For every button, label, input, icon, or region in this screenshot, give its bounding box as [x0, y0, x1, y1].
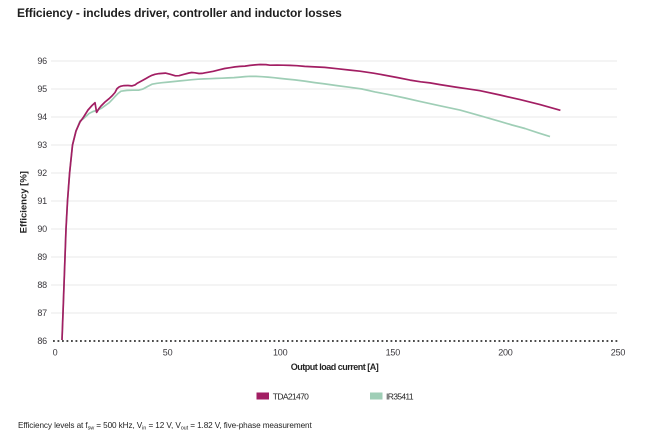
svg-text:94: 94	[37, 112, 47, 122]
svg-text:86: 86	[37, 336, 47, 346]
svg-text:87: 87	[37, 308, 47, 318]
svg-text:50: 50	[163, 348, 173, 358]
svg-text:150: 150	[386, 348, 401, 358]
svg-text:250: 250	[611, 348, 626, 358]
svg-text:Efficiency levels at fsw = 500: Efficiency levels at fsw = 500 kHz, Vin …	[18, 421, 312, 432]
svg-text:96: 96	[37, 56, 47, 66]
svg-text:100: 100	[273, 348, 288, 358]
svg-text:90: 90	[37, 224, 47, 234]
svg-text:95: 95	[37, 84, 47, 94]
svg-text:89: 89	[37, 252, 47, 262]
svg-text:0: 0	[53, 348, 58, 358]
svg-text:200: 200	[498, 348, 513, 358]
svg-text:TDA21470: TDA21470	[273, 391, 309, 401]
svg-text:IR35411: IR35411	[386, 391, 414, 401]
svg-text:92: 92	[37, 168, 47, 178]
svg-text:93: 93	[37, 140, 47, 150]
svg-text:91: 91	[37, 196, 47, 206]
svg-text:Output load current [A]: Output load current [A]	[291, 362, 379, 372]
svg-text:88: 88	[37, 280, 47, 290]
svg-text:Efficiency - includes driver,: Efficiency - includes driver, controller…	[17, 6, 342, 20]
svg-text:Efficiency [%]: Efficiency [%]	[18, 171, 29, 233]
